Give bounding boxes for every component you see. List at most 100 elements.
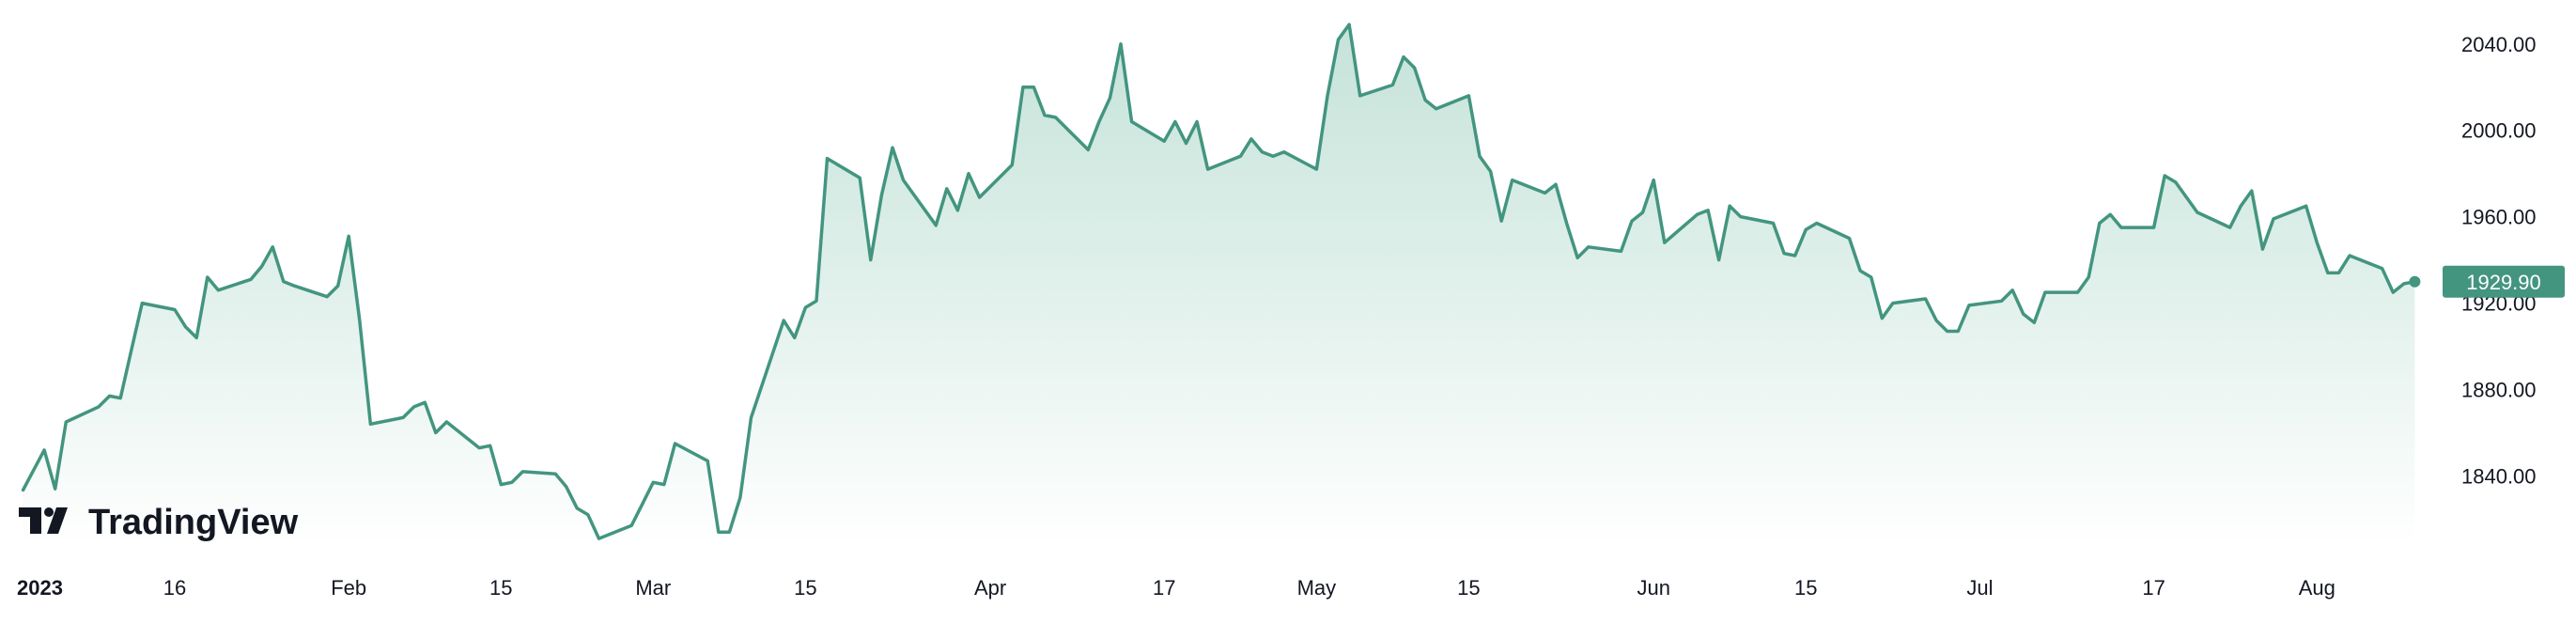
last-value-marker: 1929.90 bbox=[2443, 265, 2565, 298]
price-point bbox=[1576, 257, 1578, 259]
price-point bbox=[663, 483, 665, 486]
x-tick-label: Aug bbox=[2299, 576, 2335, 600]
price-point bbox=[1435, 107, 1437, 110]
tradingview-logo-text: TradingView bbox=[88, 503, 299, 542]
price-point bbox=[2000, 300, 2003, 303]
x-tick-label: 17 bbox=[2142, 576, 2165, 600]
price-point bbox=[804, 306, 807, 309]
price-point bbox=[1054, 117, 1057, 118]
price-point bbox=[207, 276, 209, 278]
price-point bbox=[1272, 155, 1274, 158]
x-tick-label: 15 bbox=[489, 576, 512, 600]
price-point bbox=[1109, 97, 1111, 99]
price-point bbox=[141, 302, 144, 304]
price-point bbox=[1555, 183, 1557, 185]
price-line bbox=[21, 23, 2415, 540]
x-tick-label: Mar bbox=[635, 576, 671, 600]
price-point bbox=[1467, 95, 1470, 97]
x-tick-label: Feb bbox=[331, 576, 366, 600]
price-point bbox=[968, 172, 970, 175]
price-point bbox=[1968, 304, 1970, 306]
price-point bbox=[870, 258, 872, 261]
price-point bbox=[108, 395, 111, 397]
price-point bbox=[489, 444, 491, 447]
y-axis: 2040.002000.001960.001920.001880.001840.… bbox=[2461, 33, 2537, 489]
price-point bbox=[1022, 86, 1024, 88]
price-point bbox=[1631, 220, 1633, 222]
price-point bbox=[43, 449, 45, 451]
price-point bbox=[642, 503, 644, 506]
price-point bbox=[2087, 276, 2089, 278]
price-point bbox=[478, 446, 480, 449]
price-point bbox=[1120, 43, 1122, 45]
price-point bbox=[1772, 222, 1775, 225]
price-point bbox=[326, 295, 328, 298]
price-point bbox=[1358, 95, 1361, 97]
price-point bbox=[435, 431, 437, 434]
price-point bbox=[728, 531, 731, 533]
x-tick-label: 15 bbox=[1457, 576, 1480, 600]
price-point bbox=[1588, 246, 1590, 248]
price-point bbox=[2109, 213, 2112, 216]
price-point bbox=[565, 486, 567, 488]
price-point bbox=[54, 488, 56, 490]
price-point bbox=[597, 538, 600, 539]
price-point bbox=[402, 416, 404, 419]
price-point bbox=[739, 496, 741, 499]
price-point bbox=[22, 490, 23, 492]
price-point bbox=[1261, 150, 1264, 153]
x-axis: 2023 16 Feb 15 Mar 15 Apr 17 May 15 Jun 15 Jul 17 Aug bbox=[17, 576, 2335, 600]
price-point bbox=[500, 483, 503, 486]
price-point bbox=[445, 421, 448, 423]
x-tick-label: 15 bbox=[794, 576, 816, 600]
x-tick-label: Apr bbox=[974, 576, 1006, 600]
price-point bbox=[511, 481, 513, 484]
price-point bbox=[1185, 142, 1187, 145]
price-point bbox=[424, 401, 427, 404]
price-point bbox=[554, 473, 556, 475]
price-point bbox=[652, 481, 655, 484]
x-tick-label: Jul bbox=[1966, 576, 1993, 600]
price-point bbox=[1935, 320, 1937, 321]
price-point bbox=[1403, 55, 1404, 58]
price-point bbox=[1653, 179, 1654, 181]
x-tick-label: May bbox=[1297, 576, 1337, 600]
price-point bbox=[935, 225, 938, 226]
price-point bbox=[283, 280, 285, 283]
price-point bbox=[2076, 291, 2079, 293]
price-point bbox=[174, 308, 176, 311]
price-point bbox=[217, 289, 220, 291]
price-point bbox=[706, 460, 708, 462]
price-point bbox=[336, 285, 339, 288]
price-point bbox=[2175, 181, 2177, 183]
price-point bbox=[65, 421, 68, 423]
x-tick-label: 17 bbox=[1153, 576, 1175, 600]
price-point bbox=[2011, 289, 2013, 291]
price-point bbox=[718, 531, 720, 533]
price-point bbox=[1848, 237, 1851, 240]
y-tick-label: 1960.00 bbox=[2461, 206, 2537, 229]
price-point bbox=[794, 336, 796, 339]
price-point bbox=[2251, 190, 2253, 192]
price-point bbox=[98, 406, 100, 408]
price-point bbox=[1816, 222, 1818, 225]
price-point bbox=[1729, 205, 1730, 207]
price-point bbox=[2240, 205, 2242, 207]
last-price-point bbox=[2409, 275, 2421, 288]
price-point bbox=[1740, 215, 1742, 218]
price-point bbox=[272, 246, 274, 248]
price-point bbox=[2337, 272, 2340, 274]
x-tick-label: 2023 bbox=[17, 576, 63, 600]
price-point bbox=[1924, 298, 1927, 300]
price-point bbox=[1391, 84, 1394, 86]
price-point bbox=[1620, 250, 1622, 253]
price-point bbox=[2033, 321, 2036, 324]
price-point bbox=[2044, 291, 2046, 293]
price-point bbox=[859, 177, 861, 179]
tradingview-logo[interactable]: TradingView bbox=[19, 503, 299, 542]
price-point bbox=[521, 471, 524, 473]
price-point bbox=[1500, 220, 1502, 222]
price-point bbox=[250, 278, 252, 281]
last-value-badge bbox=[2443, 265, 2565, 298]
